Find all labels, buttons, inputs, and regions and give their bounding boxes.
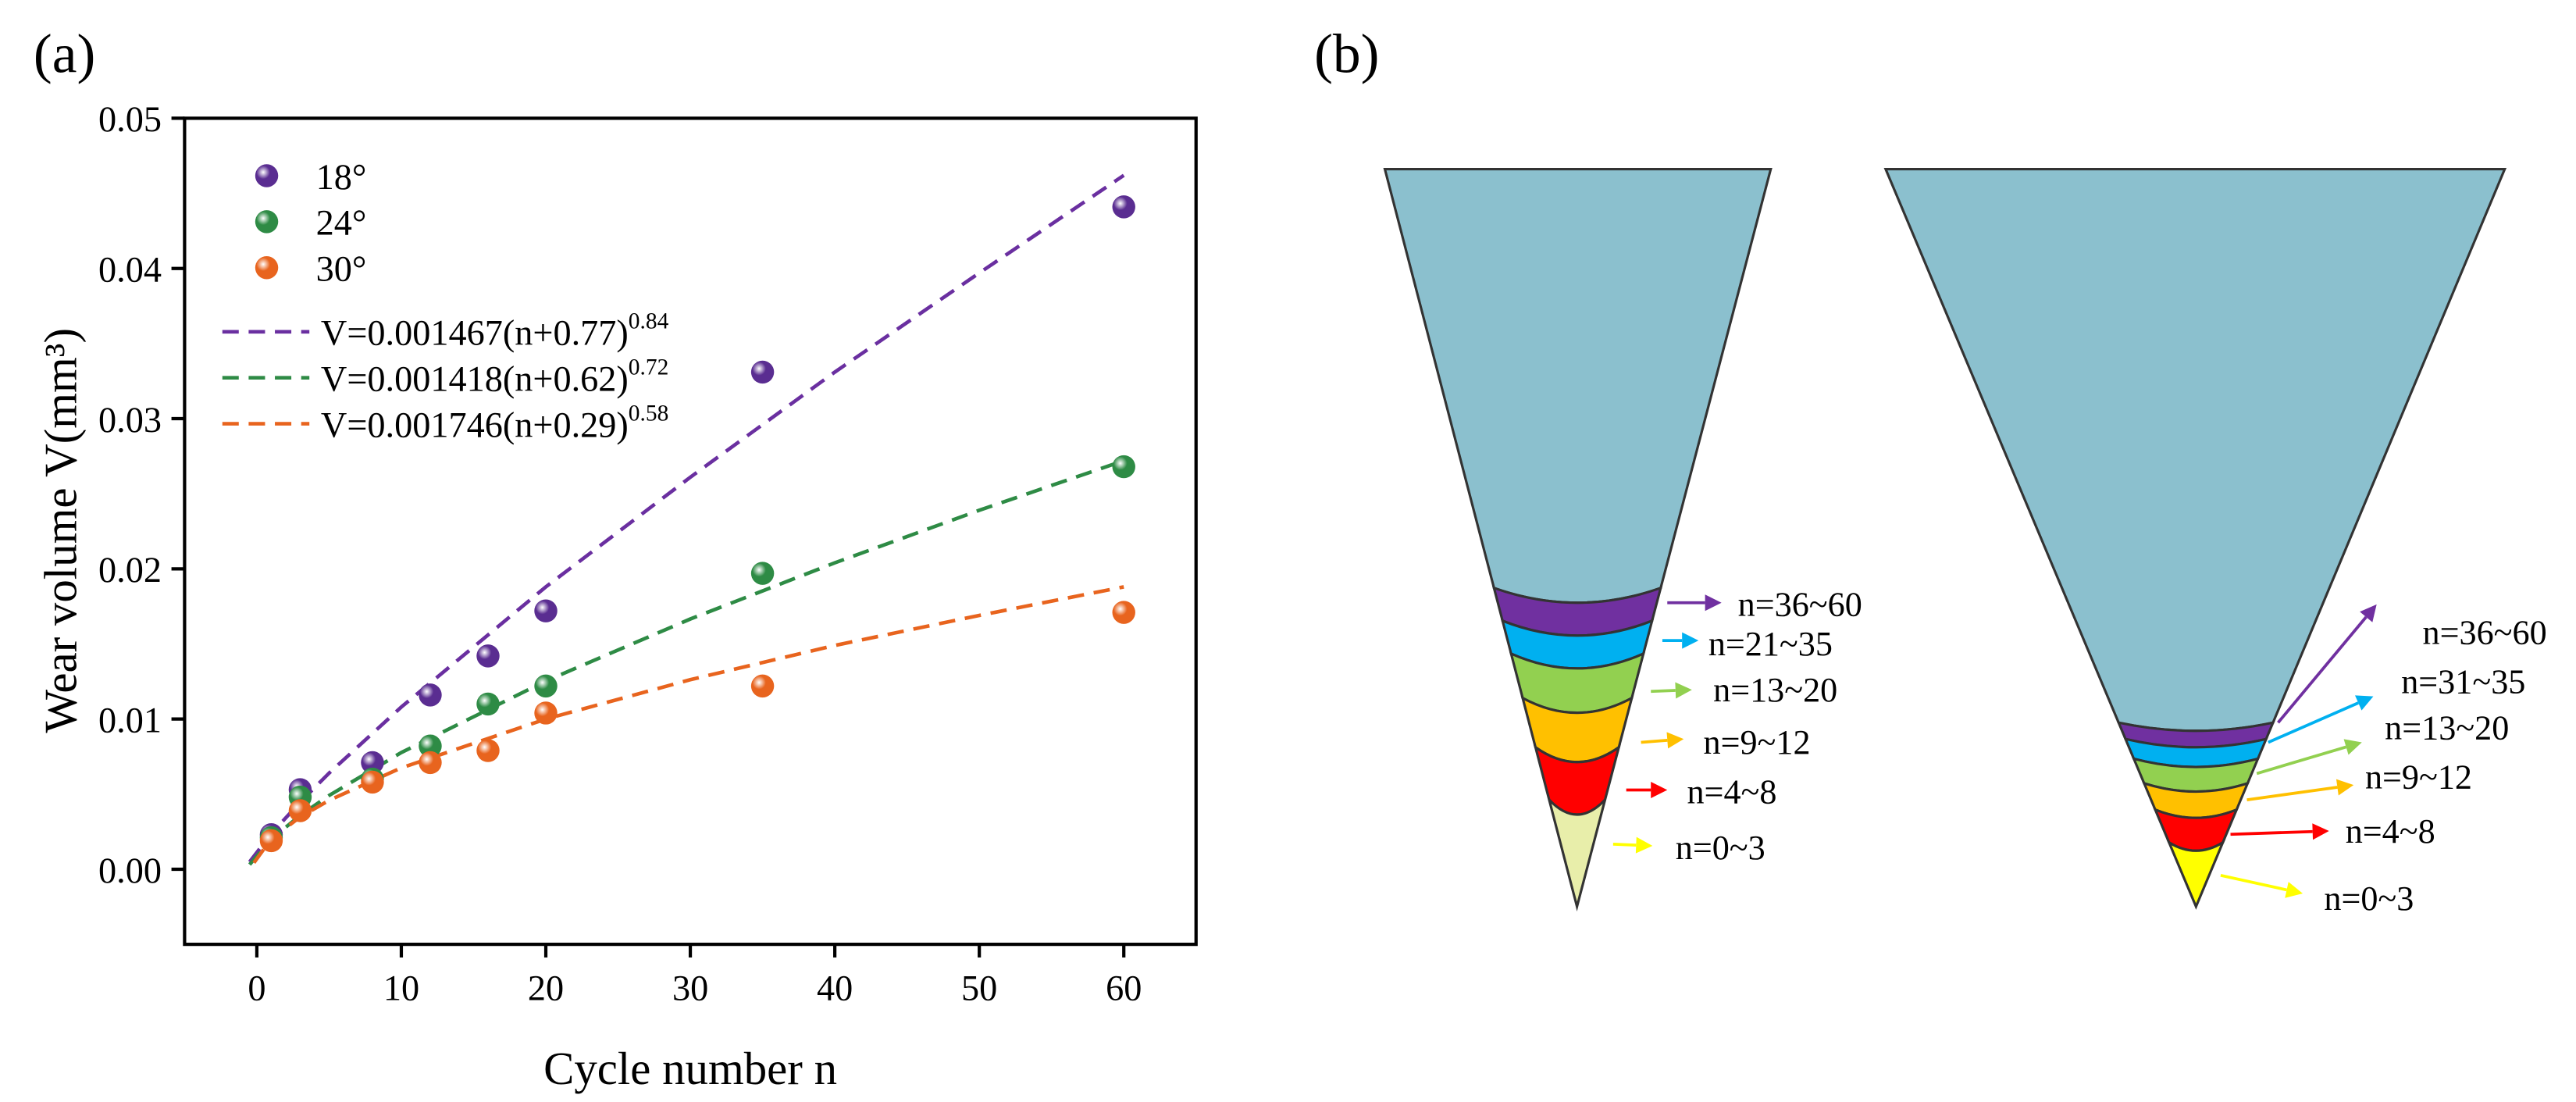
data-point [534,674,558,698]
arrow [1641,739,1668,744]
data-point [419,683,442,707]
cone-layer [1883,168,2507,733]
arrow [2268,701,2359,744]
data-point [288,799,312,822]
data-point [1112,455,1135,479]
arrow [2256,745,2347,776]
layer-label: n=21~35 [1708,625,1833,663]
data-point [750,562,775,585]
layer-label: n=0~3 [2324,879,2414,918]
arrow [2220,873,2287,892]
layer-label: n=9~12 [1704,723,1811,761]
arrow-head [1675,682,1692,699]
arrow-head [1635,836,1653,854]
cone-layer [1383,168,1773,604]
layer-label: n=0~3 [1676,829,1765,867]
data-point [419,734,442,758]
panel-label: (b) [1314,23,1379,85]
x-tick-label: 30 [672,969,708,1009]
x-tick-label: 20 [528,969,564,1009]
arrow-head [2336,779,2354,796]
legend-label: 24° [316,204,367,244]
arrow-head [2354,695,2374,711]
layer-label: n=13~20 [2385,708,2509,747]
y-tick-label: 0.05 [98,100,162,140]
data-point [1112,601,1135,624]
y-tick-label: 0.04 [98,251,162,291]
exponent: 0.58 [629,401,669,426]
arrow-head [1651,781,1668,798]
formula: V=0.001418(n+0.62) [321,359,629,399]
arrow [1651,689,1676,694]
fit-line [248,458,1124,866]
layer-label: n=4~8 [2346,812,2435,851]
y-tick-label: 0.02 [98,551,162,590]
y-tick-label: 0.00 [98,851,162,891]
arrow [2277,615,2368,724]
layer-label: n=9~12 [2365,758,2472,796]
data-point [534,701,558,725]
x-tick-label: 10 [383,969,419,1009]
x-tick-label: 60 [1106,969,1142,1009]
legend-label: 18° [316,158,367,198]
layer-label: n=13~20 [1713,671,1837,709]
arrow-head [1666,732,1684,749]
arrow-head [2285,882,2303,898]
layer-label: n=36~60 [1738,586,1862,624]
legend-label: V=0.001418(n+0.62)0.72 [321,355,668,399]
y-axis-label: Wear volume V(mm³) [36,328,87,733]
legend-marker [255,256,279,280]
panel-label: (a) [34,23,95,85]
arrow-head [2343,739,2362,755]
cone-layer [1548,798,1607,911]
data-point [476,739,500,762]
cone-layer [2166,839,2226,910]
fit-line [248,173,1125,863]
formula: V=0.001467(n+0.77) [321,314,629,354]
y-tick-label: 0.01 [98,701,162,740]
x-axis-label: Cycle number n [543,1043,837,1094]
layer-label: n=4~8 [1687,772,1776,811]
legend-marker [255,164,279,187]
arrow-head [1705,594,1722,612]
data-point [361,770,384,794]
data-point [1112,195,1135,219]
data-point [419,751,442,775]
arrow-head [2360,604,2377,622]
x-tick-label: 40 [817,969,853,1009]
data-point [750,674,775,698]
formula: V=0.001746(n+0.29) [321,405,629,445]
arrow [2246,786,2338,801]
data-point [750,360,775,384]
exponent: 0.72 [629,355,669,380]
arrow [2230,829,2313,836]
data-point [476,644,500,668]
arrow [1612,842,1637,847]
x-tick-label: 50 [961,969,997,1009]
data-point [476,692,500,716]
exponent: 0.84 [629,309,669,334]
legend-label: 30° [316,250,367,290]
data-point [361,751,384,775]
legend-label: V=0.001467(n+0.77)0.84 [321,309,669,354]
data-point [259,829,283,853]
legend-label: V=0.001746(n+0.29)0.58 [321,401,668,445]
layer-label: n=36~60 [2423,613,2547,651]
x-tick-label: 0 [248,969,265,1009]
arrow-head [2312,823,2329,840]
layer-label: n=31~35 [2401,662,2525,701]
y-tick-label: 0.03 [98,401,162,440]
legend-marker [255,210,279,234]
arrow-head [1682,632,1699,649]
data-point [534,599,558,622]
